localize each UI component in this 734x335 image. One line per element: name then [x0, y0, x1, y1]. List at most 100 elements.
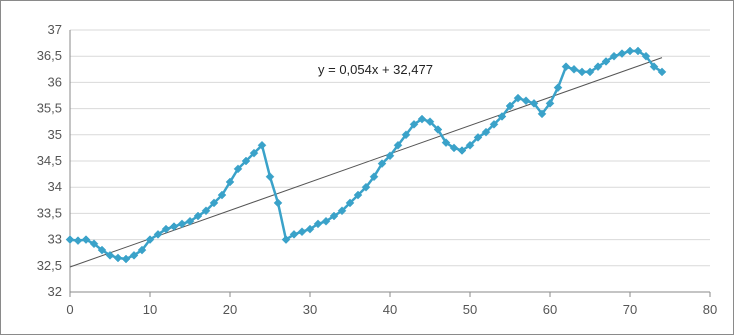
data-point — [361, 182, 371, 192]
data-point — [601, 57, 611, 66]
x-tick-label: 40 — [383, 302, 397, 317]
y-tick-label: 36,5 — [37, 48, 62, 63]
data-point — [585, 67, 595, 77]
data-point — [209, 198, 219, 208]
data-point — [521, 96, 531, 106]
data-point — [441, 138, 451, 148]
data-point — [513, 93, 523, 103]
data-point — [217, 190, 227, 200]
data-point — [169, 222, 179, 231]
data-point — [593, 62, 603, 72]
data-point — [81, 235, 91, 244]
data-point — [97, 245, 107, 255]
data-point — [433, 125, 443, 134]
data-point — [401, 130, 411, 140]
data-point — [641, 51, 651, 61]
data-point — [113, 253, 123, 263]
gridlines — [70, 29, 710, 267]
data-point — [553, 83, 563, 92]
x-tick-label: 30 — [303, 302, 317, 317]
y-tick-label: 36 — [48, 74, 62, 89]
data-point — [201, 206, 211, 216]
data-point — [369, 172, 379, 182]
data-point — [633, 46, 643, 56]
data-point — [385, 151, 395, 161]
y-tick-label: 32,5 — [37, 258, 62, 273]
data-point — [617, 49, 627, 58]
data-series — [65, 46, 667, 264]
data-point — [65, 235, 75, 244]
data-point — [257, 140, 267, 150]
data-point — [569, 64, 579, 74]
data-point — [177, 219, 187, 229]
y-tick-label: 35 — [48, 127, 62, 142]
data-point — [193, 211, 203, 221]
data-point — [489, 119, 499, 129]
data-point — [73, 236, 83, 246]
data-point — [129, 250, 139, 260]
y-tick-label: 37 — [48, 22, 62, 37]
x-tick-label: 50 — [463, 302, 477, 317]
data-point — [225, 177, 235, 187]
data-point — [145, 235, 155, 244]
y-tick-label: 34,5 — [37, 153, 62, 168]
trendline — [69, 57, 663, 268]
data-point — [265, 172, 275, 182]
data-point — [281, 235, 291, 244]
y-tick-label: 32 — [48, 284, 62, 299]
x-tick-label: 60 — [543, 302, 557, 317]
data-point — [377, 159, 387, 168]
x-tick-label: 70 — [623, 302, 637, 317]
data-point — [537, 109, 547, 119]
y-tick-label: 34 — [48, 179, 62, 194]
x-tick-labels: 0 10 20 30 40 50 60 70 80 — [66, 302, 717, 317]
data-point — [609, 51, 619, 61]
data-point — [321, 216, 331, 226]
data-point — [89, 239, 99, 249]
data-point — [649, 62, 659, 72]
data-point — [425, 117, 435, 127]
data-point — [561, 62, 571, 72]
data-point — [105, 250, 115, 260]
data-point — [297, 227, 307, 237]
trendline-group — [69, 57, 663, 268]
data-point — [249, 148, 259, 158]
data-point — [465, 140, 475, 150]
data-point — [497, 112, 507, 121]
axes — [69, 30, 711, 297]
data-point — [241, 156, 251, 166]
x-tick-label: 10 — [143, 302, 157, 317]
data-point — [121, 254, 131, 264]
data-point — [289, 230, 299, 239]
data-point — [161, 224, 171, 234]
data-point — [529, 99, 539, 108]
trendline-equation: y = 0,054x + 32,477 — [318, 62, 433, 77]
data-point — [313, 219, 323, 229]
y-tick-labels: 32 32,5 33 33,5 34 34,5 35 35,5 36 36,5 37 — [37, 22, 62, 299]
x-tick-label: 20 — [223, 302, 237, 317]
data-point — [545, 99, 555, 108]
data-point — [625, 46, 635, 56]
data-point — [409, 119, 419, 129]
data-point — [505, 101, 515, 111]
data-point — [185, 216, 195, 226]
data-point — [337, 206, 347, 216]
data-point — [481, 127, 491, 137]
data-point — [137, 245, 147, 255]
data-point — [353, 190, 363, 200]
y-tick-label: 33,5 — [37, 205, 62, 220]
y-tick-label: 33 — [48, 232, 62, 247]
x-tick-label: 0 — [66, 302, 73, 317]
data-point — [153, 230, 163, 239]
data-point — [305, 224, 315, 234]
data-point — [417, 114, 427, 124]
data-point — [449, 143, 459, 153]
data-point — [577, 67, 587, 77]
x-tick-label: 80 — [703, 302, 717, 317]
data-point — [329, 211, 339, 221]
data-point — [393, 140, 403, 150]
data-point — [233, 164, 243, 174]
